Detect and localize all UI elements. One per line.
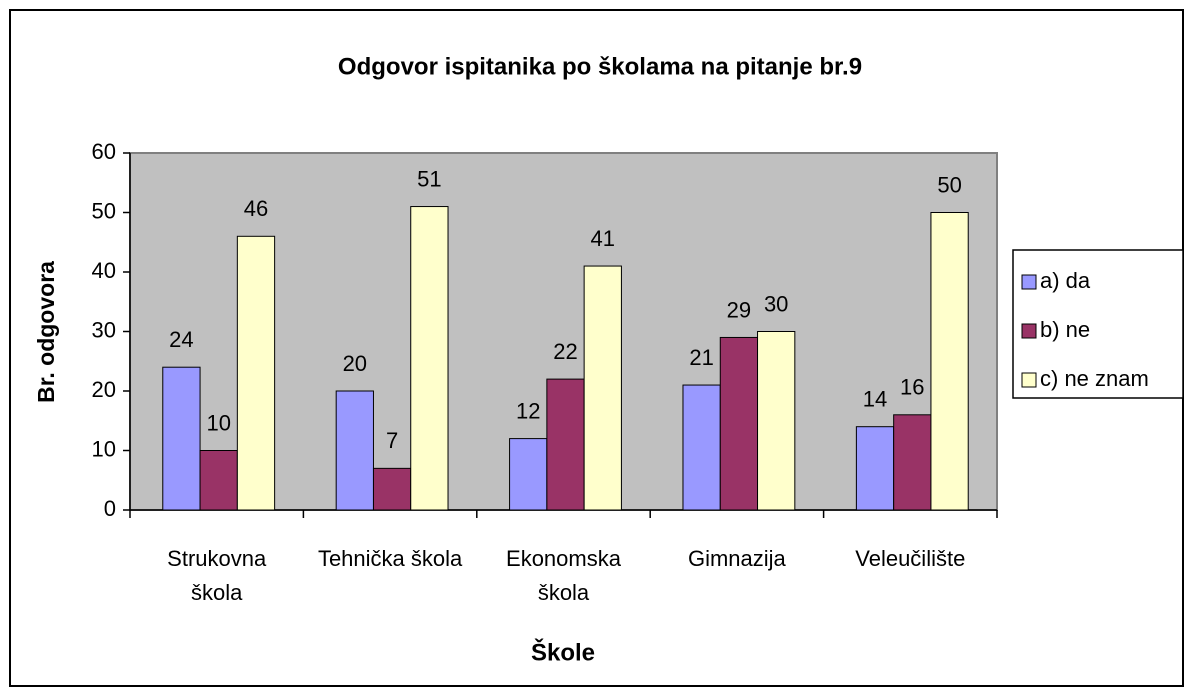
data-label: 24 — [169, 327, 193, 352]
y-tick-label: 30 — [92, 317, 116, 342]
y-tick-label: 60 — [92, 139, 116, 164]
x-tick-label: Strukovna škola — [167, 546, 267, 605]
bar — [893, 414, 932, 511]
x-tick-label: Veleučilište — [855, 546, 966, 571]
y-tick-label: 40 — [92, 258, 116, 283]
legend-box — [1012, 249, 1184, 399]
data-label: 29 — [727, 297, 751, 322]
data-label: 21 — [689, 345, 713, 370]
legend-label: a) da — [1040, 268, 1091, 293]
y-tick-label: 10 — [92, 436, 116, 461]
bar — [162, 366, 201, 511]
data-label: 30 — [764, 291, 788, 316]
bar — [757, 331, 796, 511]
bar — [199, 450, 238, 511]
bar — [855, 426, 895, 511]
legend-label: b) ne — [1040, 317, 1090, 342]
data-label: 50 — [937, 172, 961, 197]
data-label: 51 — [417, 166, 441, 191]
x-tick-label: Gimnazija — [687, 546, 786, 571]
bar — [682, 384, 721, 511]
bar — [509, 438, 548, 511]
y-axis-label: Br. odgovora — [33, 261, 59, 403]
bar — [546, 378, 585, 511]
legend-swatch — [1021, 274, 1037, 290]
data-label: 22 — [553, 339, 577, 364]
bar — [372, 467, 412, 511]
bar — [335, 390, 374, 511]
data-label: 12 — [516, 398, 540, 423]
data-label: 14 — [863, 387, 887, 412]
data-label: 7 — [386, 428, 398, 453]
data-label: 20 — [343, 351, 367, 376]
y-tick-label: 0 — [104, 496, 116, 521]
legend-swatch — [1021, 372, 1037, 388]
chart-title: Odgovor ispitanika po školama na pitanje… — [338, 53, 862, 80]
x-tick-label: Ekonomska škola — [506, 546, 621, 605]
x-tick-label: Tehnička škola — [317, 546, 463, 571]
bar — [719, 336, 759, 511]
bar — [930, 212, 969, 511]
legend-swatch — [1021, 323, 1037, 339]
legend-label: c) ne znam — [1040, 366, 1149, 391]
data-label: 41 — [591, 226, 615, 251]
bar — [410, 206, 449, 511]
y-tick-label: 50 — [92, 198, 116, 223]
bar — [583, 265, 622, 511]
bar — [236, 235, 276, 511]
data-label: 46 — [244, 196, 268, 221]
x-axis-label: Škole — [531, 638, 595, 666]
data-label: 16 — [900, 375, 924, 400]
y-tick-label: 20 — [92, 377, 116, 402]
data-label: 10 — [206, 410, 230, 435]
